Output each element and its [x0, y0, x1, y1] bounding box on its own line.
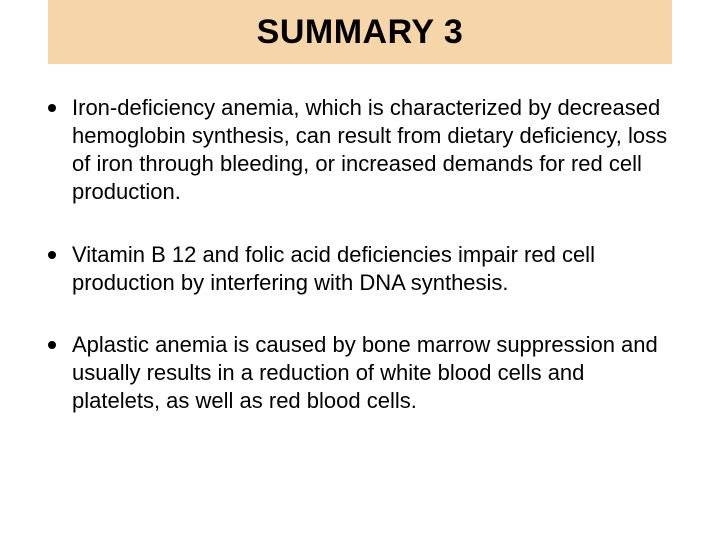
list-item: Vitamin B 12 and folic acid deficiencies… — [48, 241, 678, 297]
bullet-list: Iron-deficiency anemia, which is charact… — [48, 94, 678, 449]
bullet-icon — [48, 251, 56, 259]
slide: SUMMARY 3 Iron-deficiency anemia, which … — [0, 0, 720, 540]
list-item: Aplastic anemia is caused by bone marrow… — [48, 331, 678, 415]
title-band: SUMMARY 3 — [48, 0, 672, 64]
bullet-text: Aplastic anemia is caused by bone marrow… — [72, 331, 678, 415]
bullet-text: Iron-deficiency anemia, which is charact… — [72, 94, 678, 207]
slide-title: SUMMARY 3 — [257, 13, 464, 52]
list-item: Iron-deficiency anemia, which is charact… — [48, 94, 678, 207]
bullet-icon — [48, 341, 56, 349]
bullet-text: Vitamin B 12 and folic acid deficiencies… — [72, 241, 678, 297]
bullet-icon — [48, 104, 56, 112]
